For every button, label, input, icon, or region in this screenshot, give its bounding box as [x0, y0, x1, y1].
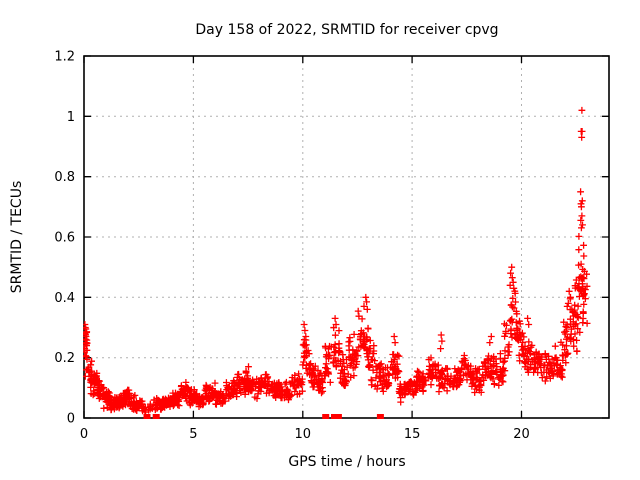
- zero-gap-square-marker: [143, 414, 151, 419]
- y-tick-label: 1.2: [54, 50, 75, 65]
- y-tick-label: 0.4: [54, 291, 75, 306]
- grid-lines: [84, 56, 609, 418]
- x-tick-label: 0: [80, 427, 88, 442]
- x-tick-label: 5: [189, 427, 197, 442]
- x-tick-label: 20: [513, 427, 530, 442]
- x-tick-label: 15: [404, 427, 421, 442]
- zero-gap-square-marker: [334, 414, 342, 419]
- y-tick-label: 0.2: [54, 351, 75, 366]
- y-tick-label: 1: [67, 110, 75, 125]
- y-tick-label: 0.8: [54, 170, 75, 185]
- y-tick-label: 0.6: [54, 231, 75, 246]
- zero-gap-square-marker: [331, 414, 338, 419]
- y-tick-label: 0: [67, 412, 75, 427]
- zero-gap-square-marker: [376, 414, 384, 419]
- zero-gap-square-marker: [152, 414, 160, 419]
- x-axis-label: GPS time / hours: [288, 454, 406, 470]
- zero-gap-square-marker: [322, 414, 330, 419]
- chart-title: Day 158 of 2022, SRMTID for receiver cpv…: [195, 22, 499, 38]
- data-points-crosses: [83, 106, 591, 416]
- x-tick-label: 10: [295, 427, 312, 442]
- plot-border: [83, 55, 610, 419]
